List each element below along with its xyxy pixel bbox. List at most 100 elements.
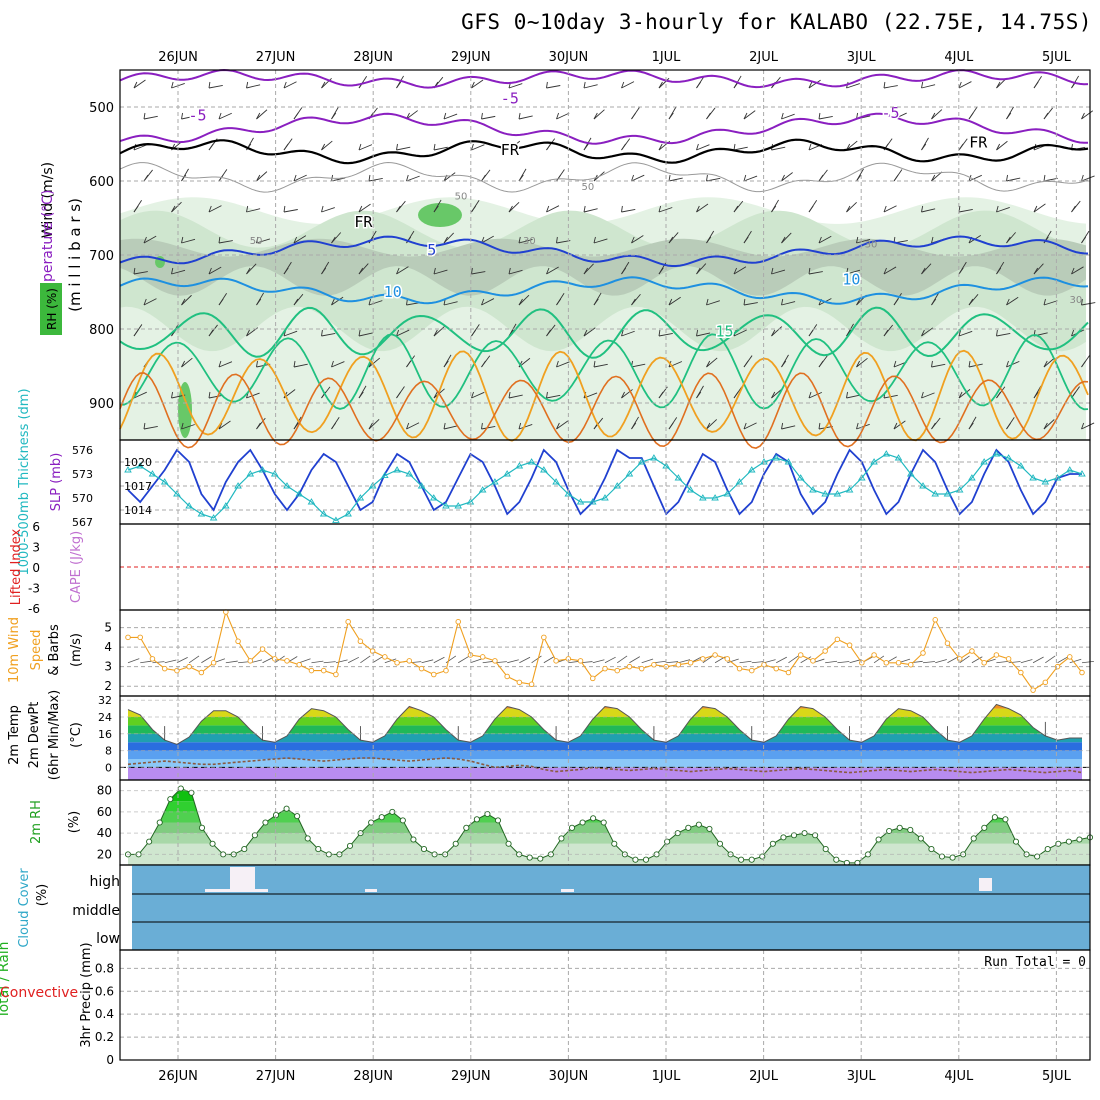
rh-marker — [156, 819, 163, 826]
wind-barb-flag — [1033, 267, 1039, 275]
wind-barb-flag — [256, 112, 261, 120]
rh-panel — [120, 785, 1094, 866]
wind-barb-flag — [1006, 174, 1008, 182]
thickness-marker — [429, 494, 438, 501]
ylabel-millibars: (m i l l i b a r s) — [66, 198, 84, 312]
wind-barb — [293, 174, 307, 182]
wind10m-marker — [871, 652, 877, 658]
wind-barb-flag — [406, 422, 410, 430]
wind-barb-flag — [1043, 298, 1046, 306]
wind-barb-flag — [996, 81, 1001, 89]
wind10m-barb — [800, 656, 812, 664]
wind-barb-flag — [818, 174, 824, 182]
wind10m-marker — [712, 652, 718, 658]
wind-barb — [443, 113, 458, 120]
lifted-index-tick-0: 0 — [32, 561, 40, 575]
rh-marker — [494, 817, 502, 824]
wind-barb — [358, 144, 373, 151]
thickness-marker — [381, 471, 389, 479]
wind-barb — [931, 109, 943, 120]
wind-panel — [120, 609, 1094, 693]
wind10m-barb — [299, 658, 311, 664]
rh-legend-swatch — [40, 283, 62, 335]
wind-barb — [706, 357, 718, 368]
wind-barb — [283, 209, 298, 213]
wind-barb-flag — [931, 112, 936, 120]
rh-marker — [198, 824, 206, 831]
rh-marker — [748, 856, 755, 863]
wind-barb-flag — [781, 298, 784, 306]
wind-barb — [771, 146, 786, 151]
wind-barb-flag — [143, 422, 146, 430]
wind-barb-flag — [368, 298, 372, 306]
wind-barb-flag — [921, 81, 924, 89]
rh-marker — [294, 813, 301, 820]
wind-barb — [631, 235, 644, 244]
thickness-marker — [955, 486, 964, 493]
wind-barb-flag — [883, 267, 887, 275]
wind-barb — [1081, 422, 1095, 430]
rh-marker — [769, 840, 776, 847]
wind-barb — [583, 327, 596, 337]
wind10m-marker — [981, 660, 987, 666]
date-label-top-3JUL: 3JUL — [847, 50, 877, 65]
rh-marker — [738, 856, 745, 863]
wind-barb-flag — [706, 174, 708, 182]
wind-barb-flag — [743, 174, 747, 182]
wind-barb — [583, 263, 594, 275]
wind10m-barb — [543, 656, 555, 664]
wind-barb-flag — [321, 267, 327, 275]
wind-barb — [208, 266, 222, 275]
wind-barb — [246, 263, 257, 275]
wind-barb-flag — [481, 112, 483, 120]
wind-barb — [593, 363, 608, 368]
wind-barb-flag — [218, 236, 221, 244]
wind-barb-flag — [733, 205, 739, 213]
wind-barb — [593, 238, 608, 244]
wind-barb — [706, 419, 718, 430]
isotherm-20 — [119, 333, 1089, 411]
wind10m-barb — [592, 659, 605, 664]
lifted-index-tick-3: 3 — [32, 541, 40, 555]
thickness-marker — [246, 470, 255, 477]
wind-barb-flag — [546, 329, 551, 337]
wind-barb-flag — [556, 236, 558, 244]
rh-marker — [146, 838, 153, 845]
precip-tick-0.6: 0.6 — [95, 984, 114, 998]
wind10m-marker — [198, 669, 205, 676]
wind10m-line — [128, 610, 1083, 691]
wind-barb-flag — [958, 329, 962, 337]
wind10m-barb — [347, 656, 360, 664]
wind10m-barb — [849, 659, 862, 664]
wind10m-marker — [186, 663, 192, 670]
wind-barb — [808, 79, 821, 89]
wind-barb — [1006, 296, 1019, 306]
wind10m-marker — [369, 648, 376, 654]
wind10m-marker — [736, 665, 743, 672]
thickness-marker — [405, 470, 414, 477]
date-label-bottom-26JUN: 26JUN — [158, 1069, 198, 1084]
wind-barb — [856, 423, 870, 430]
wind-barb — [546, 85, 561, 89]
wind10m-barb — [188, 655, 200, 664]
wind-barb — [743, 302, 758, 306]
thickness-marker — [637, 458, 646, 465]
wind-barb — [1081, 175, 1095, 182]
wind-barb-flag — [443, 360, 449, 368]
thickness-marker — [295, 490, 304, 497]
wind10m-marker — [602, 665, 608, 672]
wind-tick-4: 4 — [104, 640, 112, 654]
wind-barb — [631, 174, 645, 182]
upper-air-panel: -5 -5 -5 5 10 10 15 FR FR FR 30 30 30 50 50 50 — [119, 68, 1096, 449]
temp-tick-24: 24 — [98, 711, 112, 724]
wind-barb-flag — [968, 298, 974, 306]
wind10m-marker — [1079, 669, 1085, 676]
wind-barb — [658, 332, 673, 337]
wind-barb-flag — [1006, 112, 1012, 120]
wind-barb — [331, 361, 345, 368]
wind10m-barb — [519, 656, 531, 664]
wind-barb — [668, 296, 681, 306]
rh-marker — [590, 815, 597, 822]
rh-tick-60: 60 — [97, 805, 112, 819]
thickness-marker — [882, 450, 891, 457]
